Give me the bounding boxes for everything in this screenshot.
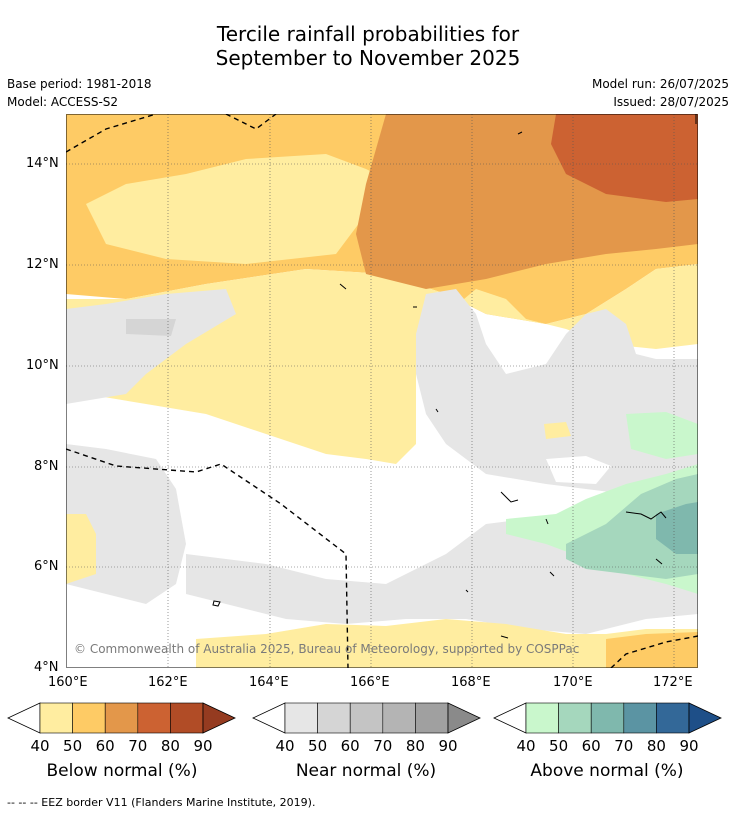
- colorbar-2-tick-1: 50: [549, 737, 568, 755]
- colorbar-0-segment-2: [104, 702, 139, 734]
- colorbar-0-left-arrow: [7, 702, 41, 734]
- colorbar-2-left-arrow: [493, 702, 527, 734]
- below-40-region-north: [86, 154, 396, 264]
- lat-label-4: 4°N: [34, 660, 59, 675]
- colorbar-2-right-arrow: [688, 702, 722, 734]
- lon-label-168: 168°E: [451, 675, 491, 690]
- near-40-region-center: [416, 289, 698, 494]
- graticule: [66, 114, 698, 668]
- colorbar-1-segment-0: [284, 702, 318, 734]
- colorbar-0-segment-1: [72, 702, 106, 734]
- islands: [212, 114, 697, 639]
- lon-label-162: 162°E: [148, 675, 188, 690]
- map-title: Tercile rainfall probabilities for Septe…: [0, 22, 736, 70]
- colorbar-2-segment-3: [623, 702, 657, 734]
- colorbar-2-tick-3: 70: [614, 737, 633, 755]
- eez-footnote: -- -- -- EEZ border V11 (Flanders Marine…: [7, 796, 316, 809]
- above-normal-label: Above normal (%): [530, 761, 684, 781]
- colorbar-0-tick-0: 40: [30, 737, 49, 755]
- colorbar-0-tick-3: 70: [128, 737, 147, 755]
- below-normal-label: Below normal (%): [46, 761, 198, 781]
- colorbar-1-tick-2: 60: [341, 737, 360, 755]
- colorbar-1-tick-0: 40: [275, 737, 294, 755]
- colorbar-1-tick-1: 50: [308, 737, 327, 755]
- below-40-region-bottom: [196, 619, 698, 668]
- colorbar-1-left-arrow: [252, 702, 286, 734]
- above-60-region: [656, 502, 698, 554]
- map-panel: © Commonwealth of Australia 2025, Bureau…: [66, 114, 698, 668]
- lon-label-164: 164°E: [249, 675, 289, 690]
- eez-border: [66, 114, 698, 668]
- lat-label-12: 12°N: [26, 257, 59, 272]
- colorbar-0-segment-4: [170, 702, 204, 734]
- colorbar-1-right-arrow: [447, 702, 481, 734]
- lon-label-160: 160°E: [48, 675, 88, 690]
- above-50-region: [566, 474, 698, 579]
- colorbar-0-right-arrow: [202, 702, 236, 734]
- issued-date: Issued: 28/07/2025: [613, 95, 729, 109]
- copyright-text: © Commonwealth of Australia 2025, Bureau…: [74, 642, 579, 656]
- colorbar-1-segment-2: [349, 702, 384, 734]
- colorbar-0-tick-4: 80: [161, 737, 180, 755]
- near-normal-label: Near normal (%): [295, 761, 437, 781]
- colorbar-1-tick-4: 80: [406, 737, 425, 755]
- above-40-region-north: [626, 412, 698, 459]
- colorbar-0-segment-3: [137, 702, 171, 734]
- below-40-region-south: [66, 514, 96, 584]
- colorbar-1-segment-4: [415, 702, 449, 734]
- meta-right: Model run: 26/07/2025 Issued: 28/07/2025: [592, 75, 729, 111]
- title-line-1: Tercile rainfall probabilities for: [216, 22, 520, 46]
- meta-left: Base period: 1981-2018 Model: ACCESS-S2: [7, 75, 152, 111]
- model-name: Model: ACCESS-S2: [7, 95, 119, 109]
- colorbar-0-tick-5: 90: [193, 737, 212, 755]
- below-50-region-bottom: [606, 632, 698, 668]
- colorbars: 40 50 60 70 80 90 40 50 60 70 80 90 40 50 60 70 80 90: [7, 702, 722, 755]
- lon-label-166: 166°E: [350, 675, 390, 690]
- lat-label-8: 8°N: [34, 459, 59, 474]
- colorbar-2-segment-2: [590, 702, 625, 734]
- below-70-region: [551, 114, 698, 202]
- model-run: Model run: 26/07/2025: [591, 77, 729, 91]
- colorbar-2-tick-0: 40: [516, 737, 535, 755]
- colorbar-2-tick-4: 80: [647, 737, 666, 755]
- colorbar-0-tick-1: 50: [63, 737, 82, 755]
- lon-label-170: 170°E: [553, 675, 593, 690]
- colorbar-1-segment-1: [317, 702, 351, 734]
- colorbar-2-segment-0: [525, 702, 559, 734]
- lat-label-14: 14°N: [26, 156, 59, 171]
- lon-label-172: 172°E: [653, 675, 693, 690]
- near-40-hole-1: [306, 499, 356, 532]
- colorbar-0-segment-0: [39, 702, 73, 734]
- below-40-patch: [544, 422, 571, 439]
- colorbar-2-segment-1: [558, 702, 592, 734]
- lat-label-6: 6°N: [34, 559, 59, 574]
- colorbar-0-tick-2: 60: [96, 737, 115, 755]
- title-line-2: September to November 2025: [215, 46, 521, 70]
- colorbar-2-tick-2: 60: [582, 737, 601, 755]
- near-50-streak: [126, 319, 176, 336]
- lat-label-10: 10°N: [26, 358, 59, 373]
- base-period: Base period: 1981-2018: [7, 77, 152, 91]
- colorbar-1-tick-5: 90: [438, 737, 457, 755]
- colorbar-2-tick-5: 90: [679, 737, 698, 755]
- near-40-hole-2: [546, 456, 611, 484]
- colorbar-1-segment-3: [382, 702, 416, 734]
- colorbar-2-segment-4: [656, 702, 690, 734]
- near-40-region-west: [66, 289, 236, 404]
- colorbar-1-tick-3: 70: [373, 737, 392, 755]
